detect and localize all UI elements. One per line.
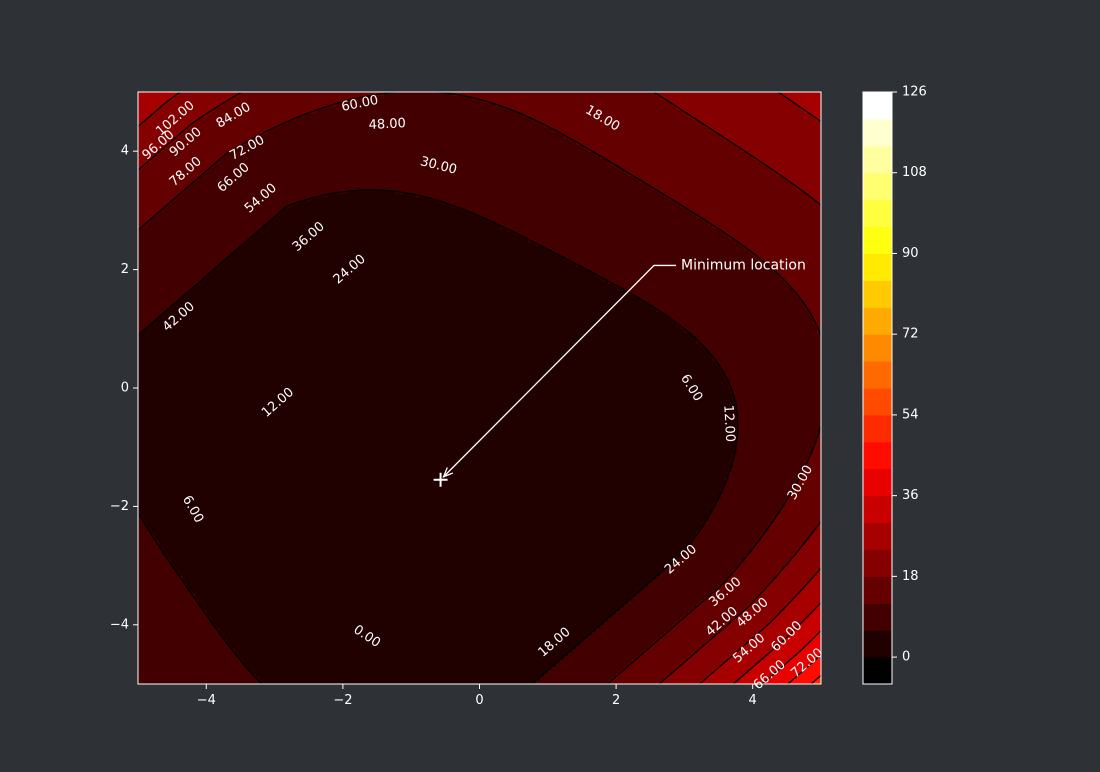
colorbar-segment xyxy=(863,630,892,658)
colorbar-segment xyxy=(863,307,892,335)
colorbar-segment xyxy=(863,145,892,174)
x-axis: −4 −2 0 2 4 xyxy=(197,684,757,708)
contour-band-36 xyxy=(764,631,821,684)
minimum-marker xyxy=(433,472,448,487)
x-tick-label: 2 xyxy=(612,693,620,708)
contour-band-48 xyxy=(812,677,821,684)
y-tick-label: −2 xyxy=(110,499,129,514)
colorbar-segment xyxy=(863,253,892,281)
colorbar-segment xyxy=(863,280,892,308)
contour-line-48 xyxy=(810,674,821,684)
colorbar-segment xyxy=(863,468,892,497)
contour-band-6 xyxy=(138,92,821,684)
colorbar-segment xyxy=(863,414,892,443)
x-tick-label: −4 xyxy=(197,693,216,708)
contour-band-30 xyxy=(736,603,821,684)
colorbar-segment xyxy=(863,226,892,254)
contour-line-36 xyxy=(761,630,821,684)
colorbar-segment xyxy=(863,334,892,362)
colorbar-frame xyxy=(862,91,893,685)
colorbar-tick-label: 36 xyxy=(902,488,919,503)
y-tick-label: 2 xyxy=(121,262,129,277)
contour-label: 60.00 xyxy=(340,93,379,115)
colorbar-segment xyxy=(863,199,892,228)
colorbar: 0 18 36 54 72 90 108 126 xyxy=(862,85,927,685)
colorbar-tick-label: 126 xyxy=(902,85,927,100)
x-tick-label: 4 xyxy=(749,693,757,708)
x-tick-label: 0 xyxy=(475,693,483,708)
contour-line-30 xyxy=(732,602,821,684)
colorbar-tick-label: 54 xyxy=(902,407,919,422)
colorbar-segment xyxy=(863,549,892,577)
y-tick-label: −4 xyxy=(110,617,129,632)
colorbar-segment xyxy=(863,172,892,201)
contour-band-12 xyxy=(138,92,821,684)
annotation-text: Minimum location xyxy=(681,257,806,273)
colorbar-tick-label: 18 xyxy=(902,569,919,584)
x-tick-label: −2 xyxy=(333,693,352,708)
annotation-arrow xyxy=(442,264,676,478)
contour-fill xyxy=(138,92,821,684)
colorbar-segment xyxy=(863,361,892,389)
colorbar-tick-label: 0 xyxy=(902,650,910,665)
colorbar-segment xyxy=(863,388,892,416)
colorbar-segment xyxy=(863,92,892,120)
annotation-layer: Minimum location xyxy=(433,257,806,487)
y-axis: −4 −2 0 2 4 xyxy=(110,144,138,632)
colorbar-segment xyxy=(863,576,892,604)
contour-band-18 xyxy=(138,92,821,684)
colorbar-segment xyxy=(863,495,892,524)
contour-band-0 xyxy=(138,189,738,684)
colorbar-segment xyxy=(863,441,892,470)
y-tick-label: 0 xyxy=(121,381,129,396)
colorbar-segment xyxy=(863,603,892,631)
colorbar-tick-label: 108 xyxy=(902,165,927,180)
colorbar-segment xyxy=(863,657,892,685)
contour-label: 48.00 xyxy=(368,116,406,133)
colorbar-segment xyxy=(863,522,892,550)
colorbar-segment xyxy=(863,118,892,147)
colorbar-tick-label: 90 xyxy=(902,246,919,261)
contour-label: 12.00 xyxy=(720,404,737,442)
contour-line-6 xyxy=(138,189,739,684)
colorbar-tick-label: 72 xyxy=(902,327,919,342)
y-tick-label: 4 xyxy=(121,144,129,159)
